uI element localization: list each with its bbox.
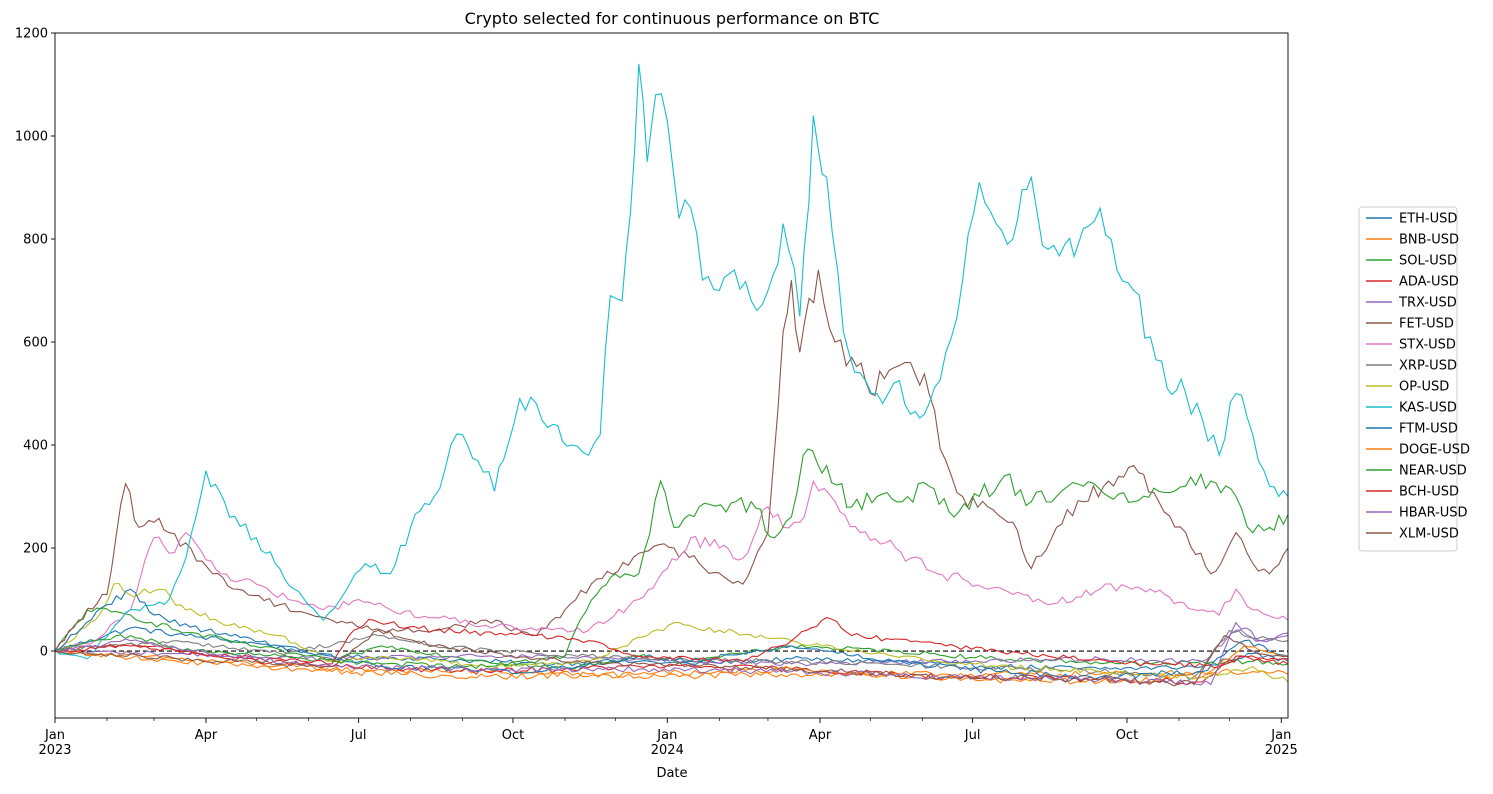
series-lines <box>55 63 1288 687</box>
legend: ETH-USD BNB-USD SOL-USD ADA-USD TRX-USD FET-U… <box>1358 206 1470 552</box>
legend-label: FET-USD <box>1399 317 1454 332</box>
legend-item: ADA-USD <box>1366 275 1459 290</box>
series-line-hbar-usd <box>55 621 1288 686</box>
legend-label: OP-USD <box>1399 380 1449 395</box>
y-tick-label: 800 <box>23 233 48 248</box>
x-tick-year-label: 2023 <box>38 743 71 758</box>
series-line-near-usd <box>55 448 1288 670</box>
series-line-eth-usd <box>55 626 1288 671</box>
legend-item: ETH-USD <box>1366 212 1457 227</box>
legend-label: ETH-USD <box>1399 212 1457 227</box>
legend-item: NEAR-USD <box>1366 464 1467 479</box>
legend-item: SOL-USD <box>1366 254 1457 269</box>
series-line-stx-usd <box>55 479 1288 652</box>
series-line-kas-usd <box>55 63 1288 660</box>
legend-label: DOGE-USD <box>1399 443 1470 458</box>
x-tick-label: Oct <box>1116 728 1138 743</box>
legend-label: BCH-USD <box>1399 485 1459 500</box>
x-tick-label: Jan <box>44 728 65 743</box>
series-line-xlm-usd <box>55 629 1288 687</box>
legend-item: DOGE-USD <box>1366 443 1470 458</box>
legend-item: XRP-USD <box>1366 359 1457 374</box>
legend-item: TRX-USD <box>1366 296 1457 311</box>
plot-area <box>55 63 1288 687</box>
x-tick-label: Oct <box>502 728 524 743</box>
legend-item: OP-USD <box>1366 380 1449 395</box>
legend-label: STX-USD <box>1399 338 1456 353</box>
legend-label: ADA-USD <box>1399 275 1459 290</box>
legend-label: HBAR-USD <box>1399 506 1468 521</box>
legend-item: STX-USD <box>1366 338 1456 353</box>
legend-label: SOL-USD <box>1399 254 1457 269</box>
x-tick-label: Jul <box>350 728 367 743</box>
series-line-sol-usd <box>55 607 1288 670</box>
y-tick-label: 1000 <box>15 130 48 145</box>
series-line-ada-usd <box>55 642 1288 686</box>
legend-label: XLM-USD <box>1399 527 1459 542</box>
legend-label: FTM-USD <box>1399 422 1458 437</box>
legend-item: FET-USD <box>1366 317 1454 332</box>
legend-item: FTM-USD <box>1366 422 1458 437</box>
legend-box <box>1358 206 1458 552</box>
y-tick-label: 400 <box>23 439 48 454</box>
legend-item: BNB-USD <box>1366 233 1459 248</box>
legend-item: XLM-USD <box>1366 527 1459 542</box>
legend-label: KAS-USD <box>1399 401 1457 416</box>
plot-frame <box>54 32 1289 719</box>
y-tick-label: 0 <box>40 645 48 660</box>
legend-label: TRX-USD <box>1398 296 1457 311</box>
x-tick-label: Apr <box>195 728 218 743</box>
y-tick-label: 200 <box>23 542 48 557</box>
legend-item: KAS-USD <box>1366 401 1457 416</box>
legend-label: BNB-USD <box>1399 233 1459 248</box>
x-tick-label: Apr <box>809 728 832 743</box>
legend-label: NEAR-USD <box>1399 464 1467 479</box>
chart-title: Crypto selected for continuous performan… <box>465 9 880 28</box>
x-tick-label: Jan <box>656 728 677 743</box>
series-line-op-usd <box>55 582 1288 683</box>
x-tick-label: Jul <box>964 728 981 743</box>
x-axis-label: Date <box>656 766 687 781</box>
x-tick-label: Jan <box>1270 728 1291 743</box>
x-tick-year-label: 2025 <box>1265 743 1298 758</box>
y-tick-label: 600 <box>23 336 48 351</box>
x-tick-year-label: 2024 <box>651 743 684 758</box>
legend-item: HBAR-USD <box>1366 506 1468 521</box>
series-line-fet-usd <box>55 269 1288 652</box>
legend-item: BCH-USD <box>1366 485 1459 500</box>
y-tick-label: 1200 <box>15 27 48 42</box>
legend-label: XRP-USD <box>1399 359 1457 374</box>
